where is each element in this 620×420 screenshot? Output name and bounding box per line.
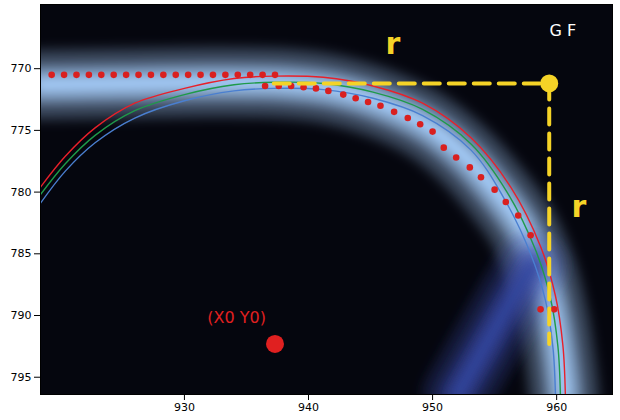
svg-text:950: 950 [422,401,443,414]
svg-text:770: 770 [11,62,32,75]
svg-text:940: 940 [298,401,319,414]
svg-text:930: 930 [174,401,195,414]
svg-text:G F: G F [550,21,577,40]
svg-text:790: 790 [11,309,32,322]
svg-text:795: 795 [11,371,32,384]
svg-text:785: 785 [11,247,32,260]
svg-text:r: r [572,189,587,224]
svg-text:780: 780 [11,186,32,199]
svg-text:(X0 Y0): (X0 Y0) [207,308,266,327]
svg-text:r: r [385,26,400,61]
svg-text:960: 960 [546,401,567,414]
svg-text:775: 775 [11,124,32,137]
